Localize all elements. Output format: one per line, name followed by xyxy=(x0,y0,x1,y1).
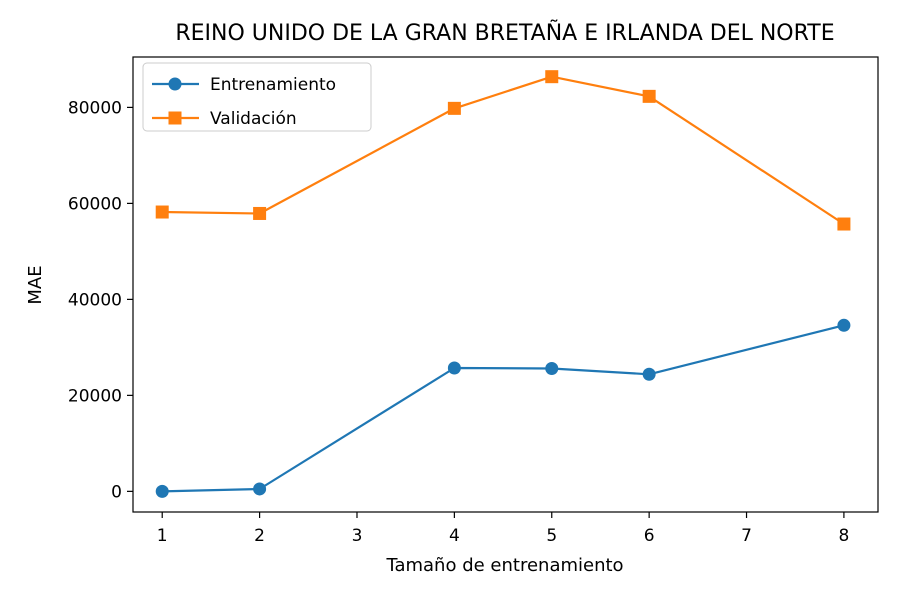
chart-title: REINO UNIDO DE LA GRAN BRETAÑA E IRLANDA… xyxy=(175,19,834,46)
legend-marker xyxy=(168,111,182,125)
x-tick-label: 6 xyxy=(644,526,655,546)
data-point xyxy=(837,318,851,332)
x-axis-title: Tamaño de entrenamiento xyxy=(385,555,623,576)
legend-box xyxy=(142,62,372,132)
y-tick-label: 20000 xyxy=(68,386,122,406)
y-tick-label: 80000 xyxy=(68,98,122,118)
series-line xyxy=(162,324,845,493)
data-point xyxy=(642,89,656,103)
data-point xyxy=(642,367,656,381)
legend: Entrenamiento Validación xyxy=(142,62,372,132)
series-line xyxy=(162,75,845,225)
plot-area xyxy=(155,70,851,498)
data-point xyxy=(155,484,169,498)
x-tick-label: 5 xyxy=(546,526,557,546)
data-point xyxy=(837,217,851,231)
data-point xyxy=(155,205,169,219)
y-tick-label: 40000 xyxy=(68,290,122,310)
data-point xyxy=(545,70,559,84)
data-point xyxy=(253,206,267,220)
data-point xyxy=(253,482,267,496)
y-axis-title: MAE xyxy=(25,265,46,304)
y-tick-label: 0 xyxy=(111,482,122,502)
data-point xyxy=(545,361,559,375)
x-axis: 1 2 3 4 5 6 7 8 xyxy=(157,512,850,546)
data-point xyxy=(447,361,461,375)
legend-label: Validación xyxy=(210,109,297,129)
x-tick-label: 8 xyxy=(839,526,850,546)
y-tick-label: 60000 xyxy=(68,194,122,214)
series-entrenamiento xyxy=(155,318,851,498)
legend-label: Entrenamiento xyxy=(210,75,336,95)
legend-item: Validación xyxy=(152,109,297,129)
legend-item: Entrenamiento xyxy=(152,75,336,95)
x-tick-label: 3 xyxy=(352,526,363,546)
x-tick-label: 7 xyxy=(741,526,752,546)
legend-marker xyxy=(168,77,182,91)
x-tick-label: 2 xyxy=(254,526,265,546)
plot-frame xyxy=(132,56,879,513)
series-validacion xyxy=(155,70,851,231)
x-tick-label: 4 xyxy=(449,526,460,546)
y-axis: 0 20000 40000 60000 80000 xyxy=(68,98,133,502)
data-point xyxy=(447,101,461,115)
x-tick-label: 1 xyxy=(157,526,168,546)
